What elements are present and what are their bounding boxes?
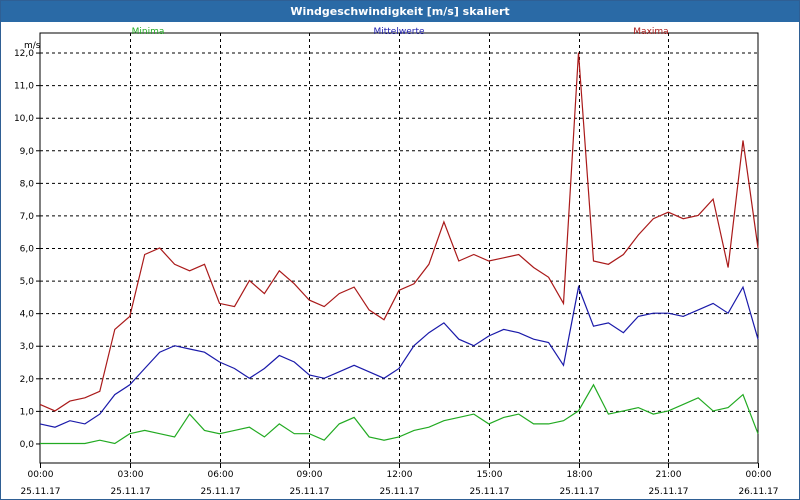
series-line-minima bbox=[40, 383, 759, 445]
y-axis-ticks: 0,0 1,0 2,0 3,0 4,0 5,0 6,0 7,0 8,0 9,0 10,0 11,0 12… bbox=[14, 49, 40, 450]
y-tick-label: 2,0 bbox=[20, 375, 35, 385]
chart-legend: Minima Mittelwerte Maxima bbox=[132, 27, 669, 37]
y-tick-label: 7,0 bbox=[20, 212, 35, 222]
x-tick-time: 12:00 bbox=[387, 470, 413, 480]
x-tick-time: 03:00 bbox=[118, 470, 144, 480]
chart-series bbox=[39, 52, 759, 445]
y-tick-label: 5,0 bbox=[20, 277, 35, 287]
x-tick-date: 25.11.17 bbox=[289, 487, 329, 497]
chart-title: Windgeschwindigkeit [m/s] skaliert bbox=[1, 1, 799, 22]
x-tick-time: 09:00 bbox=[297, 470, 323, 480]
x-axis-ticks: 00:00 25.11.17 03:00 25.11.17 06:00 25.11.17 0… bbox=[20, 463, 779, 497]
y-tick-label: 4,0 bbox=[20, 310, 35, 320]
x-tick-date: 26.11.17 bbox=[738, 487, 778, 497]
x-tick-date: 25.11.17 bbox=[110, 487, 150, 497]
x-tick-date: 25.11.17 bbox=[648, 487, 688, 497]
x-tick-time: 00:00 bbox=[28, 470, 54, 480]
x-tick-date: 25.11.17 bbox=[20, 487, 60, 497]
series-line-mittelwerte bbox=[39, 284, 759, 428]
x-tick-time: 06:00 bbox=[208, 470, 234, 480]
y-tick-label: 10,0 bbox=[14, 114, 34, 124]
chart-axes bbox=[39, 32, 759, 464]
y-tick-label: 9,0 bbox=[20, 147, 35, 157]
y-tick-label: 3,0 bbox=[20, 342, 35, 352]
legend-entry-mittelwerte: Mittelwerte bbox=[373, 27, 424, 37]
x-tick-date: 25.11.17 bbox=[379, 487, 419, 497]
legend-entry-maxima: Maxima bbox=[633, 27, 668, 37]
y-tick-label: 0,0 bbox=[20, 440, 35, 450]
y-tick-label: 11,0 bbox=[14, 82, 34, 92]
grid-lines bbox=[40, 33, 758, 463]
x-tick-date: 25.11.17 bbox=[469, 487, 509, 497]
series-line-maxima bbox=[39, 52, 759, 412]
x-tick-time: 00:00 bbox=[746, 470, 772, 480]
x-tick-date: 25.11.17 bbox=[559, 487, 599, 497]
y-tick-label: 6,0 bbox=[20, 245, 35, 255]
y-axis-label: m/s bbox=[24, 41, 41, 51]
x-tick-time: 18:00 bbox=[567, 470, 593, 480]
y-tick-label: 8,0 bbox=[20, 179, 35, 189]
y-tick-label: 1,0 bbox=[20, 407, 35, 417]
plot-frame bbox=[39, 32, 759, 464]
legend-entry-minima: Minima bbox=[132, 27, 165, 37]
x-tick-time: 15:00 bbox=[477, 470, 503, 480]
line-chart: 0,0 1,0 2,0 3,0 4,0 5,0 6,0 7,0 8,0 9,0 10,0 11,0 12… bbox=[14, 27, 779, 497]
y-tick-label: 12,0 bbox=[14, 49, 34, 59]
x-tick-time: 21:00 bbox=[656, 470, 682, 480]
x-tick-date: 25.11.17 bbox=[200, 487, 240, 497]
